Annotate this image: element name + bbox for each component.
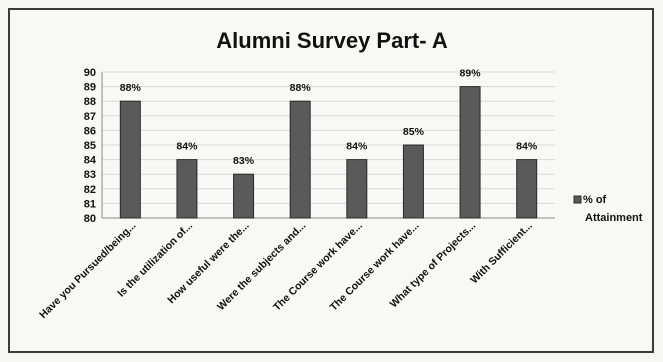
legend-label: % of [583, 194, 607, 206]
data-labels: 88% 84% 83% 88% 84% 85% 89% 84% [120, 68, 538, 168]
legend: % of Attainment [573, 194, 643, 224]
x-category-label: Have you Pursued/being... [37, 220, 138, 321]
bar-chart: Alumni Survey Part- A 88% 84% 83% 88% 84% 85%… [37, 28, 643, 321]
data-label: 88% [120, 82, 142, 94]
bar [176, 159, 198, 219]
y-tick-label: 87 [84, 111, 96, 123]
data-label: 83% [233, 155, 255, 167]
gridlines [102, 71, 555, 204]
y-tick-label: 80 [84, 213, 96, 225]
bar [289, 100, 311, 219]
y-tick-label: 82 [84, 184, 96, 196]
data-label: 84% [176, 141, 198, 153]
y-tick-label: 85 [84, 140, 96, 152]
bar [233, 173, 255, 219]
y-tick-label: 84 [84, 155, 97, 167]
bars [119, 86, 538, 219]
bar [459, 86, 481, 219]
bar [516, 159, 538, 219]
x-axis-category-labels: Have you Pursued/being...Is the utilizat… [37, 220, 535, 321]
bar [346, 159, 368, 219]
legend-label: Attainment [585, 212, 643, 224]
data-label: 88% [290, 82, 312, 94]
legend-swatch [573, 195, 582, 204]
data-label: 89% [460, 68, 482, 80]
data-label: 84% [516, 141, 538, 153]
data-label: 85% [403, 126, 425, 138]
bar [119, 100, 141, 219]
y-tick-label: 81 [84, 198, 96, 210]
x-category-label: With Sufficient... [468, 220, 535, 287]
y-tick-label: 83 [84, 169, 96, 181]
chart-title: Alumni Survey Part- A [216, 28, 448, 53]
y-tick-label: 86 [84, 125, 96, 137]
chart-area: Alumni Survey Part- A 88% 84% 83% 88% 84% 85%… [8, 8, 654, 353]
y-axis-tick-labels: 80 81 82 83 84 85 86 87 88 89 90 [84, 67, 97, 225]
y-tick-label: 90 [84, 67, 96, 79]
data-label: 84% [346, 141, 368, 153]
y-tick-label: 88 [84, 96, 96, 108]
y-tick-label: 89 [84, 82, 96, 94]
bar [402, 144, 424, 219]
